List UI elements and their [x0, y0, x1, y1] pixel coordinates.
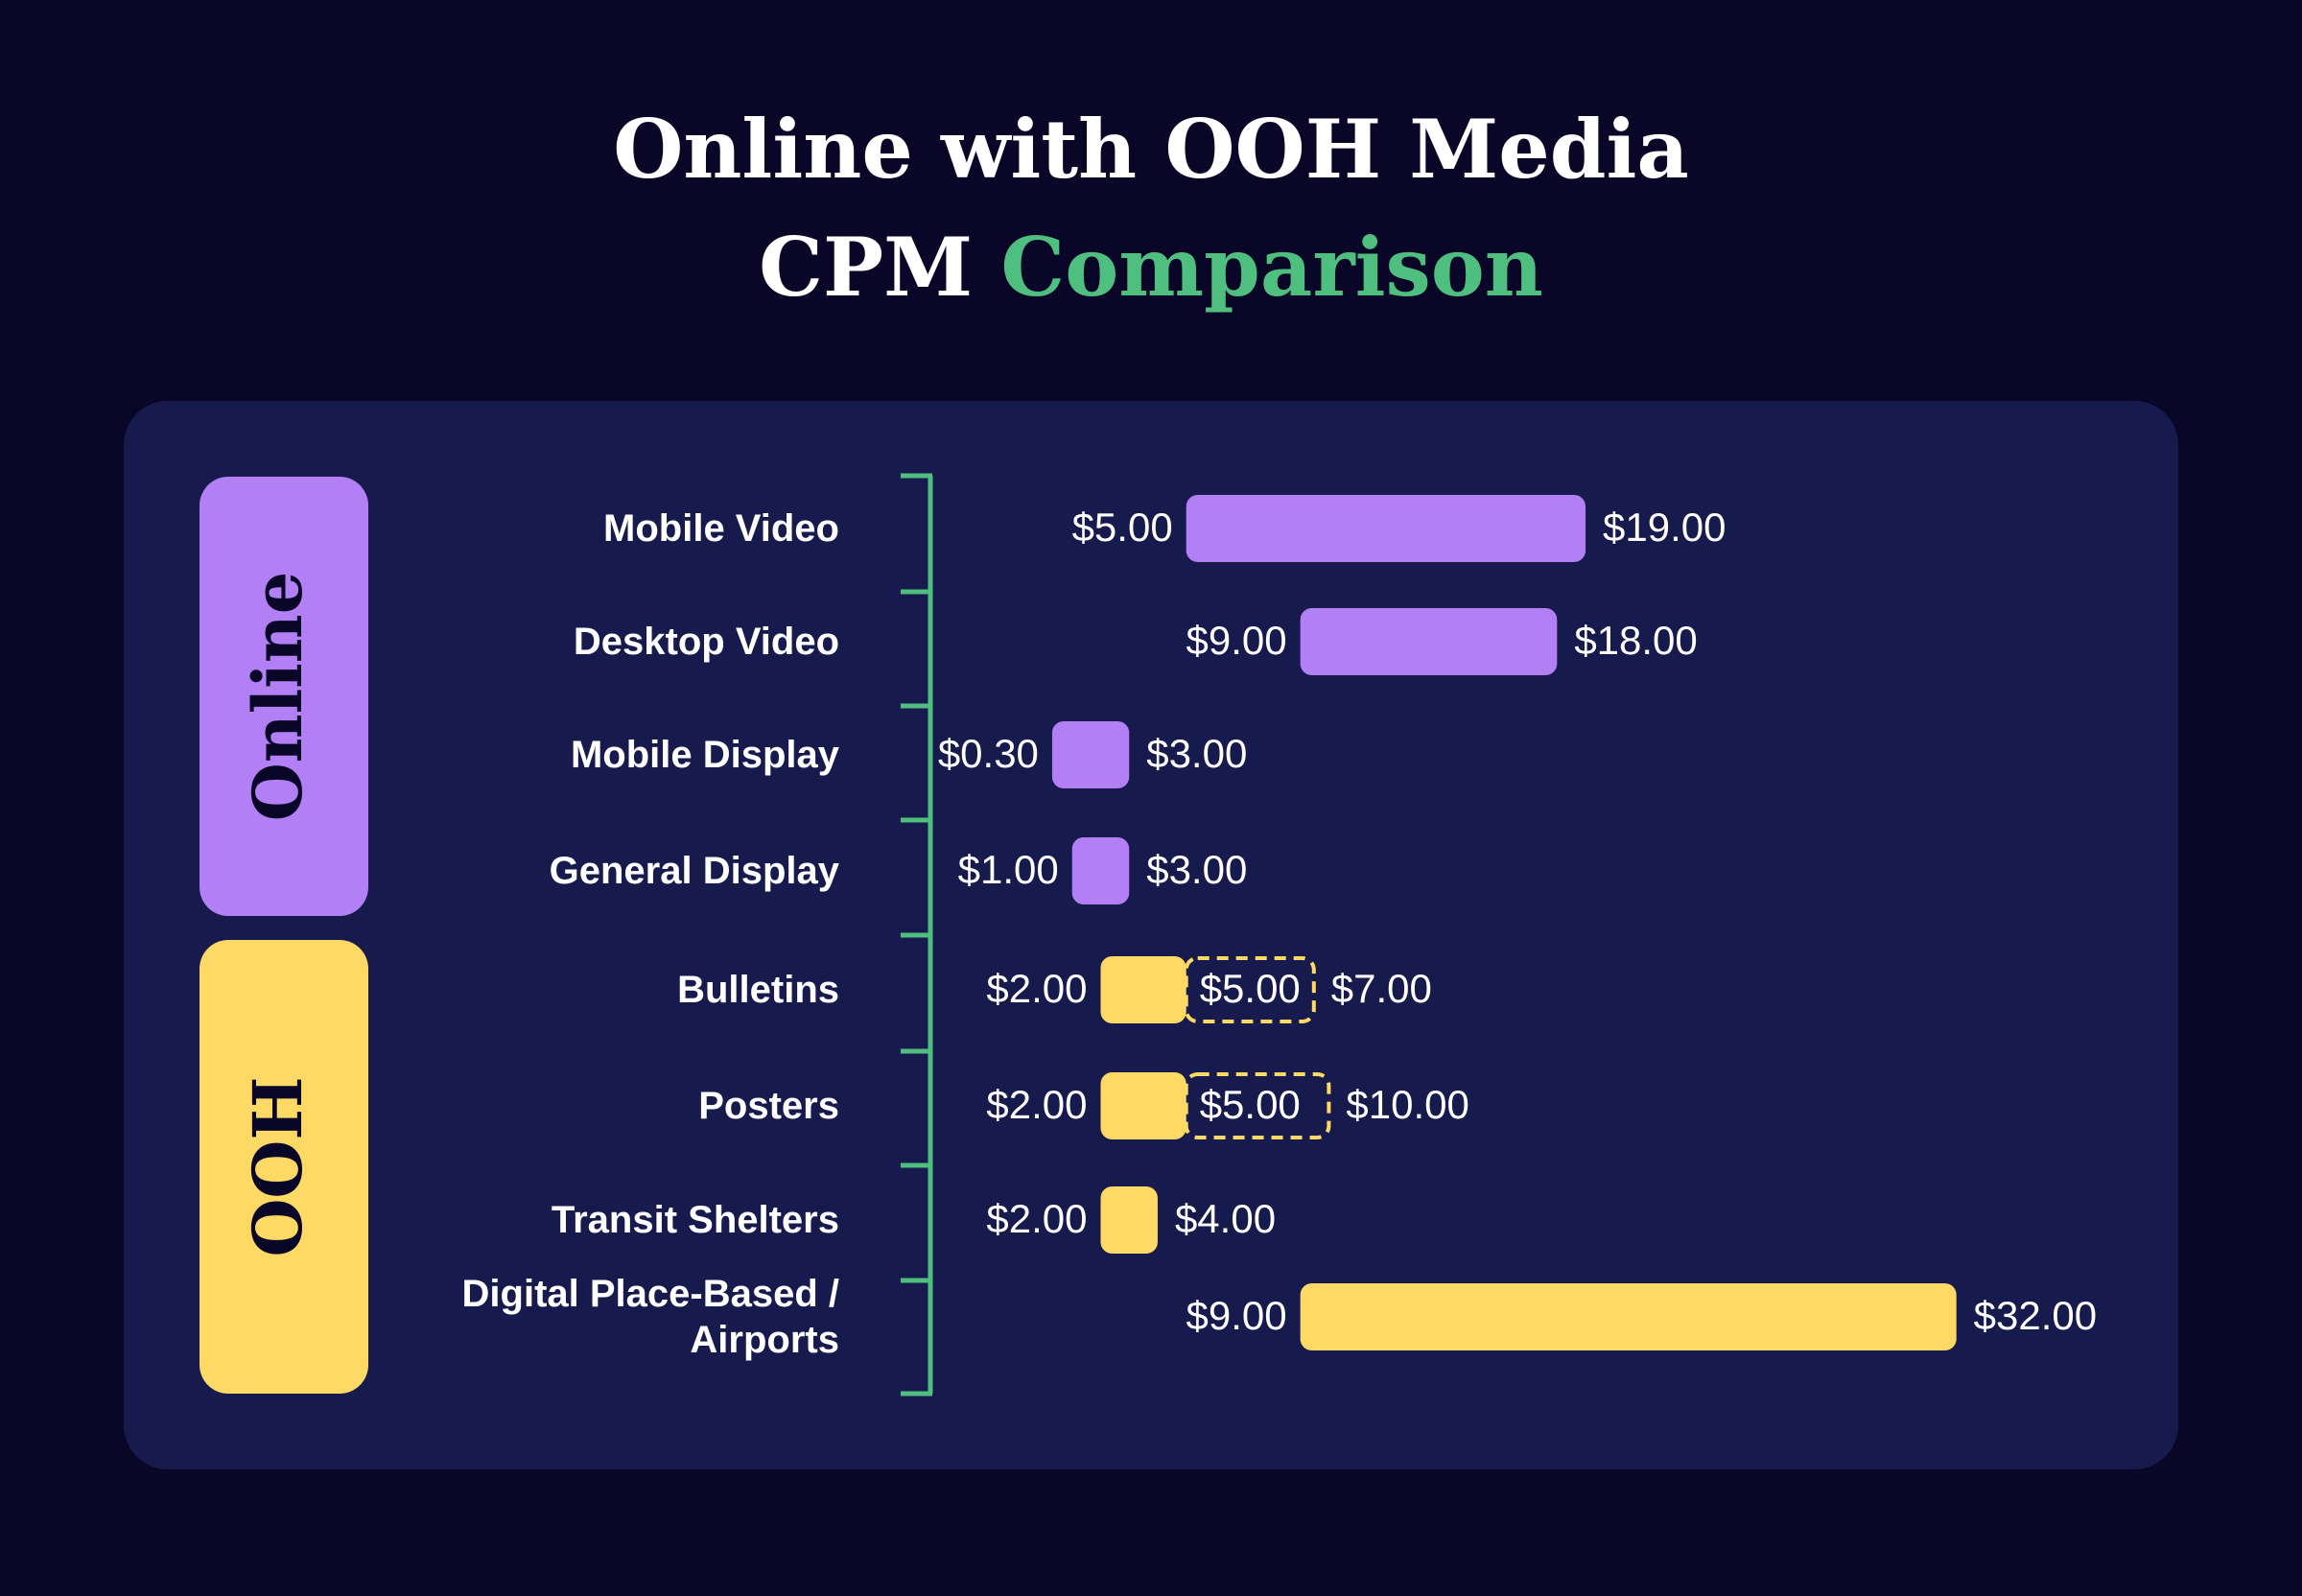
title-highlight: Comparison — [1000, 220, 1542, 315]
group-label: OOH — [238, 1076, 317, 1256]
high-label: $10.00 — [1346, 1082, 1468, 1127]
low-label: $2.00 — [986, 1196, 1087, 1241]
range-extension — [1184, 956, 1316, 1023]
low-label: $2.00 — [986, 1082, 1087, 1127]
category-label: Posters — [698, 1085, 839, 1127]
mid-label: $5.00 — [1200, 966, 1301, 1011]
range-bar — [1100, 1072, 1186, 1139]
mid-label: $5.00 — [1200, 1082, 1301, 1127]
range-bar — [1071, 837, 1130, 904]
high-label: $7.00 — [1331, 966, 1432, 1011]
range-bar — [1051, 721, 1130, 788]
range-bar — [1300, 1283, 1957, 1350]
group-pill — [200, 477, 368, 916]
low-label: $9.00 — [1186, 1293, 1287, 1338]
category-label: Transit Shelters — [551, 1199, 839, 1241]
low-label: $5.00 — [1072, 505, 1173, 550]
category-label: General Display — [549, 850, 839, 892]
high-label: $19.00 — [1603, 505, 1726, 550]
category-label: Desktop Video — [573, 621, 839, 663]
chart-title-line2: CPM Comparison — [759, 220, 1543, 315]
range-bar — [1300, 608, 1558, 675]
range-bar — [1186, 495, 1586, 562]
low-label: $1.00 — [958, 847, 1059, 892]
group-label: Online — [238, 572, 317, 821]
chart-title: Online with OOH Media — [613, 102, 1689, 197]
low-label: $2.00 — [986, 966, 1087, 1011]
category-label: Digital Place-Based / Airports — [461, 1273, 839, 1361]
low-label: $9.00 — [1186, 618, 1287, 663]
category-label: Mobile Display — [570, 734, 839, 776]
range-bar — [1100, 956, 1186, 1023]
high-label: $3.00 — [1146, 731, 1247, 776]
panel — [124, 401, 2178, 1469]
high-label: $32.00 — [1974, 1293, 2097, 1338]
high-label: $3.00 — [1146, 847, 1247, 892]
high-label: $18.00 — [1574, 618, 1697, 663]
range-bar — [1100, 1186, 1158, 1254]
category-label: Mobile Video — [603, 507, 839, 550]
range-extension — [1184, 1072, 1331, 1139]
title-part: CPM — [759, 220, 973, 315]
group-pill — [200, 940, 368, 1394]
low-label: $0.30 — [938, 731, 1039, 776]
category-label: Bulletins — [677, 969, 839, 1011]
high-label: $4.00 — [1175, 1196, 1276, 1241]
